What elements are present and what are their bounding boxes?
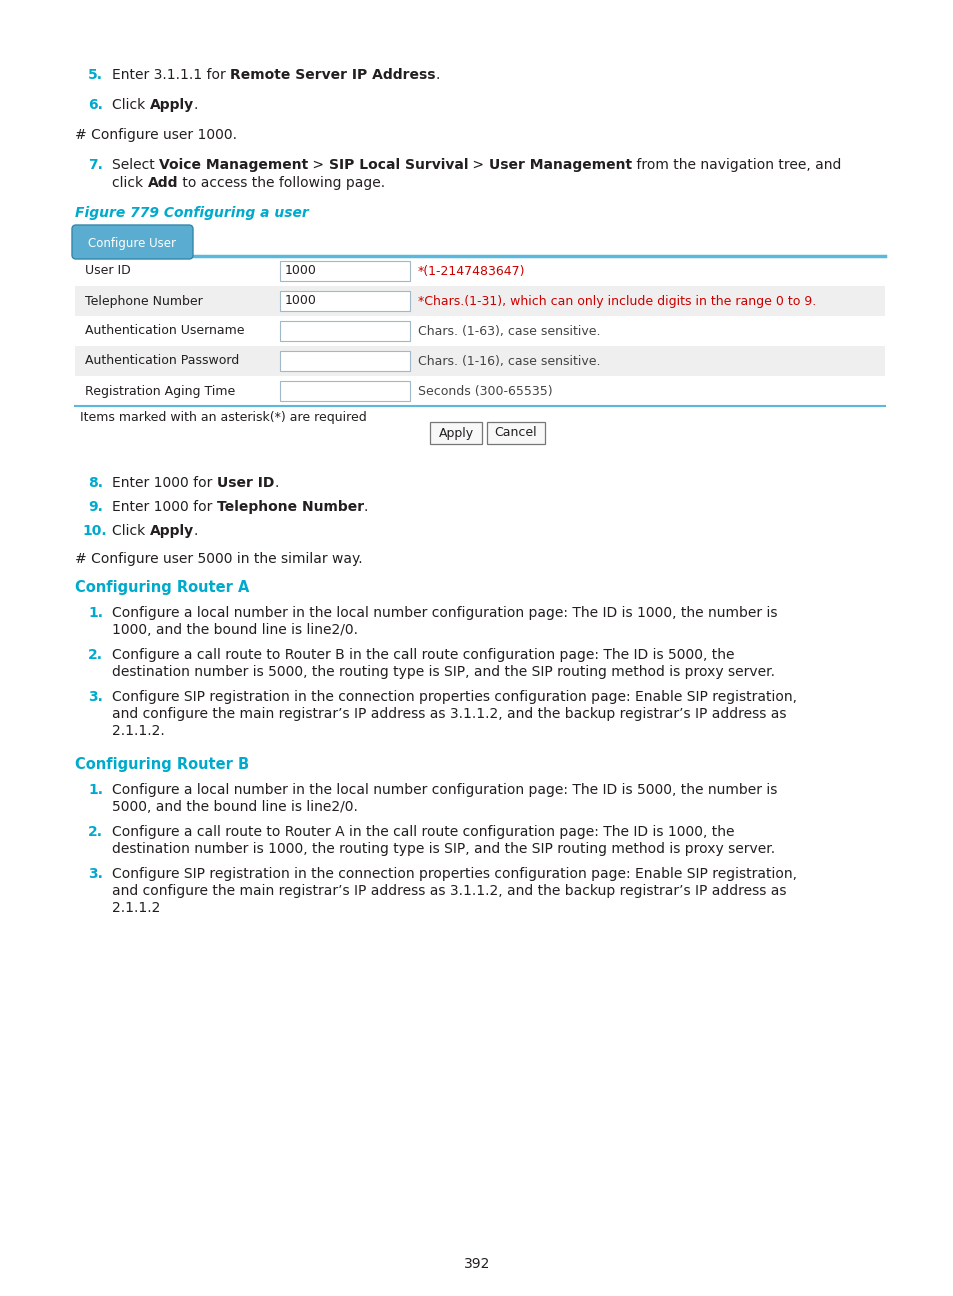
- Text: 7.: 7.: [88, 158, 103, 172]
- Text: Click: Click: [112, 98, 150, 111]
- Text: Chars. (1-63), case sensitive.: Chars. (1-63), case sensitive.: [417, 324, 599, 337]
- Text: 2.1.1.2: 2.1.1.2: [112, 901, 160, 915]
- Text: 3.: 3.: [88, 867, 103, 881]
- Text: Cancel: Cancel: [495, 426, 537, 439]
- Text: 5000, and the bound line is line2/0.: 5000, and the bound line is line2/0.: [112, 800, 357, 814]
- Text: Configure SIP registration in the connection properties configuration page: Enab: Configure SIP registration in the connec…: [112, 867, 796, 881]
- Text: *Chars.(1-31), which can only include digits in the range 0 to 9.: *Chars.(1-31), which can only include di…: [417, 294, 816, 307]
- Text: .: .: [436, 67, 439, 82]
- Text: Telephone Number: Telephone Number: [85, 294, 203, 307]
- Bar: [75, 346, 884, 376]
- Text: # Configure user 1000.: # Configure user 1000.: [75, 128, 236, 143]
- Text: # Configure user 5000 in the similar way.: # Configure user 5000 in the similar way…: [75, 552, 362, 566]
- Text: 2.: 2.: [88, 826, 103, 839]
- Text: 1000: 1000: [285, 264, 316, 277]
- Text: .: .: [274, 476, 278, 490]
- Text: Select: Select: [112, 158, 159, 172]
- Text: 392: 392: [463, 1257, 490, 1271]
- Text: Configure a local number in the local number configuration page: The ID is 1000,: Configure a local number in the local nu…: [112, 607, 777, 619]
- Text: Telephone Number: Telephone Number: [216, 500, 363, 515]
- Text: .: .: [193, 524, 198, 538]
- Text: *(1-2147483647): *(1-2147483647): [417, 264, 525, 277]
- Text: Click: Click: [112, 524, 150, 538]
- Text: 2.: 2.: [88, 648, 103, 662]
- Text: destination number is 1000, the routing type is SIP, and the SIP routing method : destination number is 1000, the routing …: [112, 842, 774, 855]
- Text: SIP Local Survival: SIP Local Survival: [329, 158, 468, 172]
- Text: Remote Server IP Address: Remote Server IP Address: [230, 67, 436, 82]
- Text: 10.: 10.: [82, 524, 107, 538]
- Text: destination number is 5000, the routing type is SIP, and the SIP routing method : destination number is 5000, the routing …: [112, 665, 774, 679]
- Text: Enter 1000 for: Enter 1000 for: [112, 476, 216, 490]
- Text: 9.: 9.: [88, 500, 103, 515]
- Text: and configure the main registrar’s IP address as 3.1.1.2, and the backup registr: and configure the main registrar’s IP ad…: [112, 708, 785, 721]
- Text: Configure User: Configure User: [89, 237, 176, 250]
- Text: Configure a local number in the local number configuration page: The ID is 5000,: Configure a local number in the local nu…: [112, 783, 777, 797]
- Text: Configuring Router A: Configuring Router A: [75, 581, 249, 595]
- Bar: [280, 260, 410, 281]
- Text: Items marked with an asterisk(*) are required: Items marked with an asterisk(*) are req…: [80, 411, 366, 424]
- Text: .: .: [193, 98, 198, 111]
- Text: 1.: 1.: [88, 783, 103, 797]
- Text: 1.: 1.: [88, 607, 103, 619]
- Text: Authentication Username: Authentication Username: [85, 324, 244, 337]
- Text: Enter 1000 for: Enter 1000 for: [112, 500, 216, 515]
- Text: click: click: [112, 176, 148, 191]
- Text: 1000, and the bound line is line2/0.: 1000, and the bound line is line2/0.: [112, 623, 357, 638]
- Bar: [75, 286, 884, 316]
- Text: 6.: 6.: [88, 98, 103, 111]
- Text: Voice Management: Voice Management: [159, 158, 308, 172]
- Bar: [486, 422, 544, 445]
- Bar: [75, 376, 884, 406]
- Bar: [75, 257, 884, 286]
- Text: Apply: Apply: [150, 524, 193, 538]
- Text: 5.: 5.: [88, 67, 103, 82]
- Text: .: .: [363, 500, 368, 515]
- Text: 2.1.1.2.: 2.1.1.2.: [112, 724, 165, 737]
- Bar: [280, 321, 410, 341]
- Text: Apply: Apply: [150, 98, 193, 111]
- Text: Registration Aging Time: Registration Aging Time: [85, 385, 235, 398]
- Text: User ID: User ID: [85, 264, 131, 277]
- Text: to access the following page.: to access the following page.: [178, 176, 385, 191]
- Text: 3.: 3.: [88, 689, 103, 704]
- Text: 1000: 1000: [285, 294, 316, 307]
- Text: User ID: User ID: [216, 476, 274, 490]
- Text: from the navigation tree, and: from the navigation tree, and: [631, 158, 841, 172]
- Bar: [75, 316, 884, 346]
- Bar: [430, 422, 481, 445]
- Bar: [280, 381, 410, 400]
- Text: >: >: [468, 158, 488, 172]
- Text: Add: Add: [148, 176, 178, 191]
- Text: Apply: Apply: [438, 426, 473, 439]
- Text: Figure 779 Configuring a user: Figure 779 Configuring a user: [75, 206, 309, 220]
- Text: 8.: 8.: [88, 476, 103, 490]
- Text: Chars. (1-16), case sensitive.: Chars. (1-16), case sensitive.: [417, 355, 599, 368]
- Text: Authentication Password: Authentication Password: [85, 355, 239, 368]
- Text: Configuring Router B: Configuring Router B: [75, 757, 249, 772]
- Text: Configure a call route to Router B in the call route configuration page: The ID : Configure a call route to Router B in th…: [112, 648, 734, 662]
- Bar: [280, 351, 410, 371]
- Text: >: >: [308, 158, 329, 172]
- Text: Enter 3.1.1.1 for: Enter 3.1.1.1 for: [112, 67, 230, 82]
- Text: User Management: User Management: [488, 158, 631, 172]
- Text: and configure the main registrar’s IP address as 3.1.1.2, and the backup registr: and configure the main registrar’s IP ad…: [112, 884, 785, 898]
- Text: Seconds (300-65535): Seconds (300-65535): [417, 385, 552, 398]
- FancyBboxPatch shape: [71, 226, 193, 259]
- Text: Configure a call route to Router A in the call route configuration page: The ID : Configure a call route to Router A in th…: [112, 826, 734, 839]
- Bar: [280, 292, 410, 311]
- Text: Configure SIP registration in the connection properties configuration page: Enab: Configure SIP registration in the connec…: [112, 689, 796, 704]
